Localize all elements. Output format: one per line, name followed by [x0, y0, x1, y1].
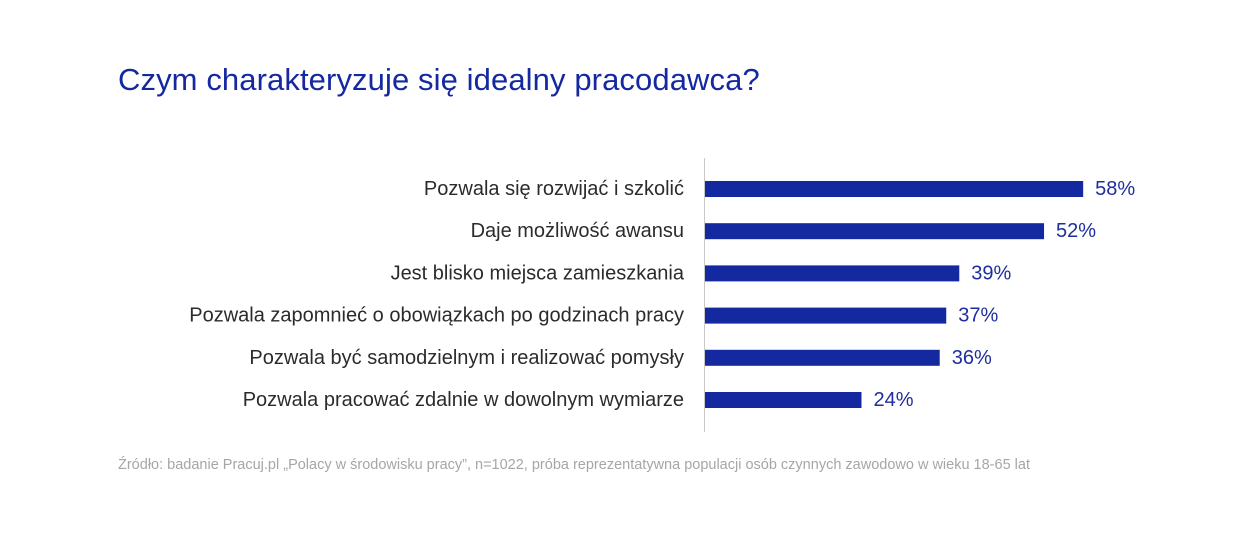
bar: [705, 349, 940, 366]
value-label: 58%: [1095, 178, 1135, 200]
value-label: 39%: [971, 262, 1011, 284]
category-label: Pozwala być samodzielnym i realizować po…: [249, 347, 684, 369]
value-label: 36%: [952, 347, 992, 369]
value-label: 37%: [958, 305, 998, 327]
bar: [705, 223, 1045, 240]
bars-group: Pozwala się rozwijać i szkolić 58% Daje mo…: [189, 178, 1135, 411]
bar: [705, 392, 862, 408]
value-label: 24%: [873, 389, 913, 411]
category-label: Pozwala zapomnieć o obowiązkach po godzi…: [189, 305, 684, 327]
category-label: Pozwala się rozwijać i szkolić: [424, 178, 684, 200]
bar: [705, 181, 1084, 197]
bar: [705, 307, 947, 324]
bar: [705, 265, 960, 282]
source-note: Źródło: badanie Pracuj.pl „Polacy w środ…: [118, 457, 1030, 473]
category-label: Daje możliwość awansu: [471, 220, 684, 242]
category-label: Pozwala pracować zdalnie w dowolnym wymi…: [243, 389, 684, 411]
value-label: 52%: [1056, 220, 1096, 242]
chart-title: Czym charakteryzuje się idealny pracodaw…: [118, 62, 760, 97]
category-label: Jest blisko miejsca zamieszkania: [391, 262, 685, 284]
